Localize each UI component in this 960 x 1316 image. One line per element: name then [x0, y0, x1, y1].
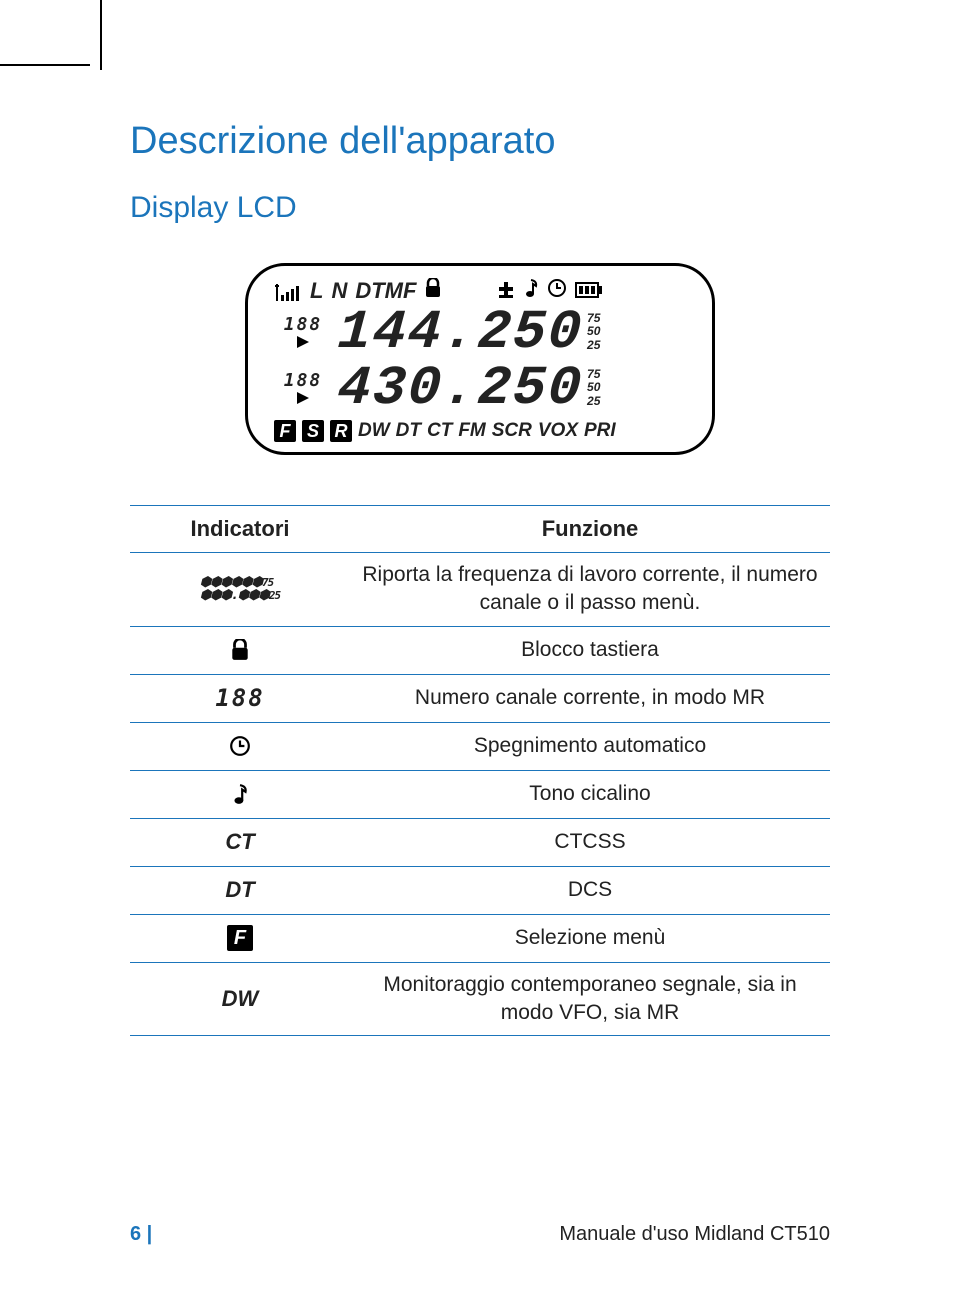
lcd-pri: PRI	[584, 420, 616, 442]
page-title: Descrizione dell'apparato	[130, 120, 830, 163]
page-content: Descrizione dell'apparato Display LCD L …	[130, 120, 830, 1036]
lcd-s-box: S	[302, 420, 324, 442]
function-cell: CTCSS	[350, 828, 830, 856]
table-row: Spegnimento automatico	[130, 723, 830, 771]
indicator-cell: ⬢⬢⬢⬢⬢⬢75⬢⬢⬢.⬢⬢⬢25	[130, 576, 350, 602]
table-row: ⬢⬢⬢⬢⬢⬢75⬢⬢⬢.⬢⬢⬢25Riporta la frequenza di…	[130, 553, 830, 627]
lcd-display: L N DTMF	[245, 263, 715, 455]
indicator-cell: 188	[130, 684, 350, 712]
header-function: Funzione	[350, 516, 830, 542]
table-row: Tono cicalino	[130, 771, 830, 819]
lcd-freq1: 144.250	[336, 305, 585, 360]
table-row: Blocco tastiera	[130, 627, 830, 675]
lcd-figure: L N DTMF	[245, 263, 715, 455]
table-row: FSelezione menù	[130, 915, 830, 963]
function-cell: Selezione menù	[350, 924, 830, 952]
function-cell: Riporta la frequenza di lavoro corrente,…	[350, 561, 830, 618]
lcd-freq2: 430.250	[336, 361, 585, 416]
lcd-dw: DW	[358, 420, 390, 442]
table-row: CTCTCSS	[130, 819, 830, 867]
indicator-cell: F	[130, 925, 350, 951]
lcd-f-box: F	[274, 420, 296, 442]
page-footer: 6 | Manuale d'uso Midland CT510	[130, 1223, 830, 1246]
table-row: DWMonitoraggio contemporaneo segnale, si…	[130, 963, 830, 1037]
indicator-cell: DT	[130, 877, 350, 903]
function-cell: DCS	[350, 876, 830, 904]
lcd-freq-row-1: 188 144.250 75 50 25	[268, 304, 692, 360]
function-cell: Blocco tastiera	[350, 636, 830, 664]
lcd-r-box: R	[330, 420, 352, 442]
header-indicators: Indicatori	[130, 516, 350, 542]
signal-icon	[274, 281, 302, 301]
lcd-vox: VOX	[538, 420, 578, 442]
indicator-cell	[130, 783, 350, 805]
table-row: 188Numero canale corrente, in modo MR	[130, 675, 830, 723]
function-cell: Numero canale corrente, in modo MR	[350, 684, 830, 712]
lcd-side2: 75 50 25	[587, 368, 600, 408]
lcd-ct: CT	[427, 420, 452, 442]
indicator-cell: CT	[130, 829, 350, 855]
lcd-scr: SCR	[492, 420, 532, 442]
indicator-cell: DW	[130, 986, 350, 1012]
lcd-ch1: 188	[284, 316, 323, 334]
lcd-ch2: 188	[284, 372, 323, 390]
page-number: 6 |	[130, 1223, 152, 1246]
indicator-cell	[130, 639, 350, 661]
lcd-l-indicator: L	[310, 278, 323, 304]
table-header: Indicatori Funzione	[130, 505, 830, 553]
function-cell: Monitoraggio contemporaneo segnale, sia …	[350, 971, 830, 1028]
indicator-cell	[130, 735, 350, 757]
lcd-fm: FM	[458, 420, 485, 442]
page-subtitle: Display LCD	[130, 191, 830, 225]
function-cell: Tono cicalino	[350, 780, 830, 808]
function-cell: Spegnimento automatico	[350, 732, 830, 760]
lcd-side1: 75 50 25	[587, 312, 600, 352]
table-row: DTDCS	[130, 867, 830, 915]
footer-text: Manuale d'uso Midland CT510	[559, 1223, 830, 1246]
triangle-icon	[297, 336, 309, 348]
lcd-dt: DT	[396, 420, 421, 442]
indicators-table: Indicatori Funzione ⬢⬢⬢⬢⬢⬢75⬢⬢⬢.⬢⬢⬢25Rip…	[130, 505, 830, 1036]
lcd-freq-row-2: 188 430.250 75 50 25	[268, 360, 692, 416]
triangle-icon	[297, 392, 309, 404]
